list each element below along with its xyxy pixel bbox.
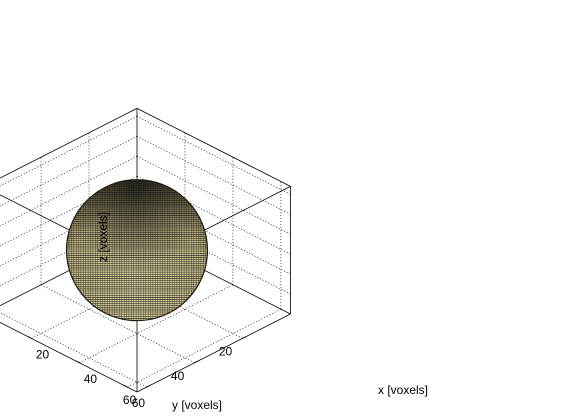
grid-line <box>127 308 282 388</box>
x-tick-label: 20 <box>36 347 50 361</box>
y-tick-label: 40 <box>171 369 185 383</box>
grid-line <box>136 116 291 195</box>
y-tick-label: 60 <box>123 393 137 407</box>
box-edge <box>0 321 138 393</box>
x-axis-label: x [voxels] <box>378 383 428 397</box>
x-tick-mark <box>75 360 80 364</box>
x-tick-label: 40 <box>84 372 98 386</box>
z-axis-label: z [voxels] <box>96 212 110 262</box>
sphere-outline <box>65 179 209 322</box>
x-tick-mark <box>27 336 32 339</box>
sphere-top-shading <box>66 179 208 321</box>
y-axis-label: y [voxels] <box>172 398 222 412</box>
y-tick-label: 20 <box>219 344 233 358</box>
box-edge <box>136 108 291 187</box>
y-tick-mark <box>146 384 151 388</box>
box-edge <box>0 108 138 179</box>
voxel-sphere <box>65 179 209 322</box>
grid-line <box>0 312 147 388</box>
x-tick-mark <box>123 384 128 388</box>
x-tick-label: 60 <box>132 396 146 410</box>
box-edge <box>136 313 291 393</box>
y-tick-mark <box>242 336 247 339</box>
tick-labels: 204060204060102030405060 <box>27 336 247 410</box>
y-tick-mark <box>194 360 199 364</box>
